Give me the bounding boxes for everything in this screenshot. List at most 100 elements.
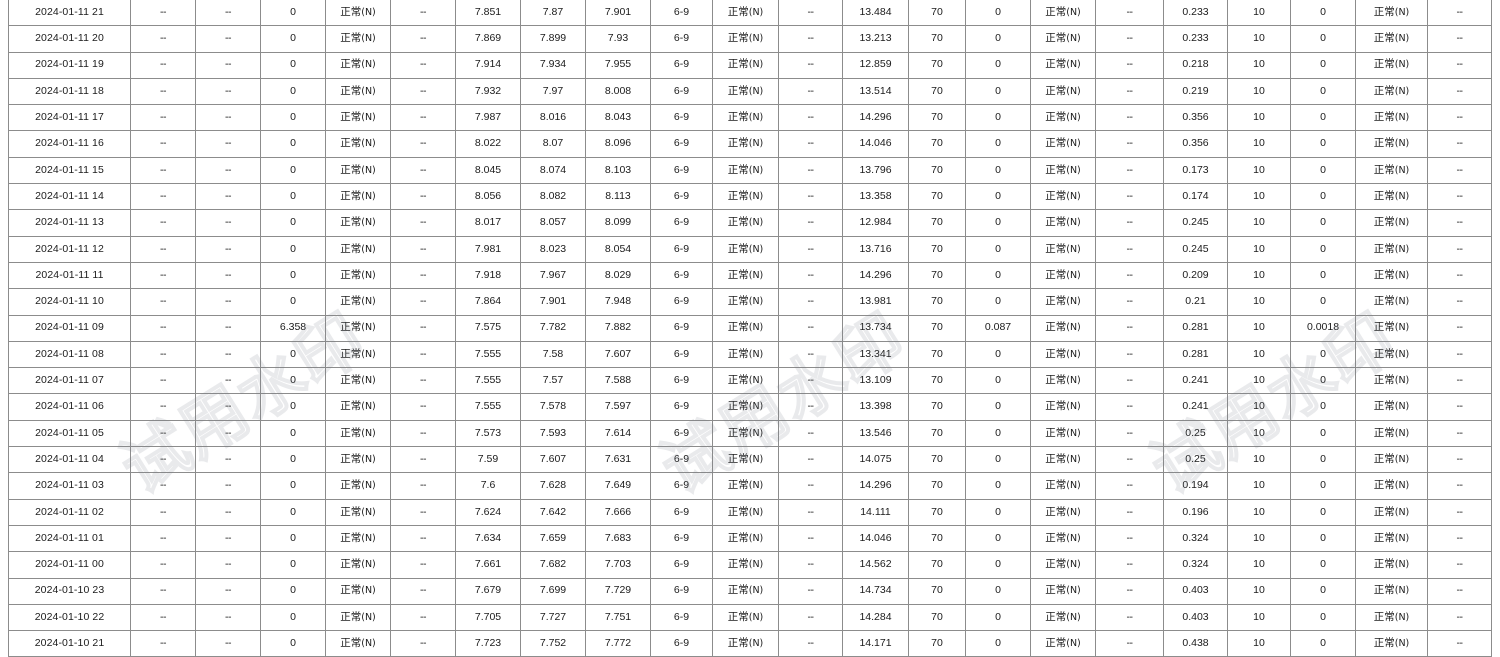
- status-badge: 正常(N): [1355, 603, 1428, 632]
- cell-col-22: --: [1427, 209, 1492, 237]
- cell-value-high: 7.729: [585, 577, 651, 605]
- cell-col-2: --: [130, 367, 196, 395]
- status-badge: 正常(N): [712, 104, 779, 132]
- cell-value-high: 7.93: [585, 25, 651, 53]
- cell-total: 13.109: [842, 367, 909, 395]
- cell-col-3: --: [195, 104, 261, 132]
- status-badge: 正常(N): [1355, 288, 1428, 316]
- cell-value-high: 8.113: [585, 183, 651, 211]
- cell-col-6: --: [390, 288, 456, 316]
- cell-col-2: --: [130, 156, 196, 185]
- cell-total: 14.734: [842, 577, 909, 605]
- cell-col-2: --: [130, 0, 196, 27]
- cell-col-6: --: [390, 25, 456, 53]
- cell-col-6: --: [390, 209, 456, 237]
- cell-col-12: --: [778, 314, 843, 342]
- table-row[interactable]: 2024-01-11 12 -- -- 0 正常(N) -- 7.981 8.023 8.054…: [8, 235, 1492, 263]
- table-row[interactable]: 2024-01-10 22 -- -- 0 正常(N) -- 7.705 7.727 7.751…: [8, 603, 1492, 632]
- table-row[interactable]: 2024-01-11 09 -- -- 6.358 正常(N) -- 7.575 7.782 7…: [8, 314, 1492, 342]
- cell-datetime: 2024-01-11 06: [8, 393, 131, 421]
- status-badge: 正常(N): [1030, 288, 1096, 316]
- table-row[interactable]: 2024-01-11 08 -- -- 0 正常(N) -- 7.555 7.58 7.607 6…: [8, 340, 1492, 369]
- table-row[interactable]: 2024-01-11 04 -- -- 0 正常(N) -- 7.59 7.607 7.631 6…: [8, 446, 1492, 474]
- table-row[interactable]: 2024-01-10 23 -- -- 0 正常(N) -- 7.679 7.699 7.729…: [8, 577, 1492, 605]
- cell-delta: 0: [965, 0, 1031, 27]
- cell-col-4: 0: [260, 551, 326, 579]
- status-badge: 正常(N): [1030, 314, 1096, 342]
- table-row[interactable]: 2024-01-11 17 -- -- 0 正常(N) -- 7.987 8.016 8.043…: [8, 104, 1492, 132]
- table-row[interactable]: 2024-01-11 21 -- -- 0 正常(N) -- 7.851 7.87 7.901 6…: [8, 0, 1492, 27]
- cell-limit: 10: [1227, 393, 1291, 421]
- cell-col-17: --: [1095, 603, 1164, 632]
- cell-col-12: --: [778, 630, 843, 657]
- table-row[interactable]: 2024-01-10 21 -- -- 0 正常(N) -- 7.723 7.752 7.772…: [8, 630, 1492, 657]
- cell-value-mid: 7.659: [520, 524, 586, 553]
- cell-col-3: --: [195, 261, 261, 290]
- status-badge: 正常(N): [712, 77, 779, 106]
- status-badge: 正常(N): [1355, 314, 1428, 342]
- cell-delta: 0: [965, 524, 1031, 553]
- cell-col-4: 0: [260, 25, 326, 53]
- cell-value-high: 7.683: [585, 524, 651, 553]
- table-row[interactable]: 2024-01-11 20 -- -- 0 正常(N) -- 7.869 7.899 7.93 6…: [8, 25, 1492, 53]
- cell-col-3: --: [195, 577, 261, 605]
- status-badge: 正常(N): [325, 0, 391, 27]
- status-badge: 正常(N): [1355, 393, 1428, 421]
- table-row[interactable]: 2024-01-11 18 -- -- 0 正常(N) -- 7.932 7.97 8.008 6…: [8, 77, 1492, 106]
- table-row[interactable]: 2024-01-11 07 -- -- 0 正常(N) -- 7.555 7.57 7.588 6…: [8, 367, 1492, 395]
- cell-rate: 0.324: [1163, 524, 1228, 553]
- cell-delta: 0: [965, 183, 1031, 211]
- cell-col-17: --: [1095, 0, 1164, 27]
- cell-range: 6-9: [650, 77, 713, 106]
- cell-col-3: --: [195, 77, 261, 106]
- cell-col-22: --: [1427, 367, 1492, 395]
- table-row[interactable]: 2024-01-11 14 -- -- 0 正常(N) -- 8.056 8.082 8.113…: [8, 183, 1492, 211]
- table-row[interactable]: 2024-01-11 10 -- -- 0 正常(N) -- 7.864 7.901 7.948…: [8, 288, 1492, 316]
- status-badge: 正常(N): [325, 367, 391, 395]
- cell-col-6: --: [390, 261, 456, 290]
- cell-col-4: 0: [260, 209, 326, 237]
- cell-col-12: --: [778, 577, 843, 605]
- cell-delta: 0: [965, 551, 1031, 579]
- table-row[interactable]: 2024-01-11 13 -- -- 0 正常(N) -- 8.017 8.057 8.099…: [8, 209, 1492, 237]
- cell-col-17: --: [1095, 498, 1164, 526]
- cell-threshold: 70: [908, 577, 966, 605]
- cell-col-17: --: [1095, 288, 1164, 316]
- status-badge: 正常(N): [712, 446, 779, 474]
- cell-datetime: 2024-01-11 19: [8, 51, 131, 79]
- cell-col-6: --: [390, 367, 456, 395]
- status-badge: 正常(N): [1030, 524, 1096, 553]
- cell-col-12: --: [778, 524, 843, 553]
- cell-col-22: --: [1427, 77, 1492, 106]
- table-row[interactable]: 2024-01-11 01 -- -- 0 正常(N) -- 7.634 7.659 7.683…: [8, 524, 1492, 553]
- table-row[interactable]: 2024-01-11 11 -- -- 0 正常(N) -- 7.918 7.967 8.029…: [8, 261, 1492, 290]
- table-row[interactable]: 2024-01-11 05 -- -- 0 正常(N) -- 7.573 7.593 7.614…: [8, 419, 1492, 448]
- status-badge: 正常(N): [1355, 183, 1428, 211]
- cell-delta: 0: [965, 156, 1031, 185]
- cell-rate: 0.196: [1163, 498, 1228, 526]
- status-badge: 正常(N): [712, 25, 779, 53]
- cell-col-4: 0: [260, 0, 326, 27]
- cell-col-4: 0: [260, 340, 326, 369]
- cell-col-4: 0: [260, 156, 326, 185]
- table-row[interactable]: 2024-01-11 19 -- -- 0 正常(N) -- 7.914 7.934 7.955…: [8, 51, 1492, 79]
- cell-col-12: --: [778, 156, 843, 185]
- cell-delta: 0.087: [965, 314, 1031, 342]
- cell-value-mid: 7.87: [520, 0, 586, 27]
- status-badge: 正常(N): [325, 156, 391, 185]
- cell-col-6: --: [390, 446, 456, 474]
- cell-range: 6-9: [650, 104, 713, 132]
- cell-col-2: --: [130, 577, 196, 605]
- status-badge: 正常(N): [1355, 130, 1428, 158]
- cell-value-low: 7.981: [455, 235, 521, 263]
- cell-rate: 0.21: [1163, 288, 1228, 316]
- table-row[interactable]: 2024-01-11 00 -- -- 0 正常(N) -- 7.661 7.682 7.703…: [8, 551, 1492, 579]
- table-row[interactable]: 2024-01-11 02 -- -- 0 正常(N) -- 7.624 7.642 7.666…: [8, 498, 1492, 526]
- status-badge: 正常(N): [325, 25, 391, 53]
- table-row[interactable]: 2024-01-11 03 -- -- 0 正常(N) -- 7.6 7.628 7.649 6-…: [8, 472, 1492, 500]
- table-row[interactable]: 2024-01-11 06 -- -- 0 正常(N) -- 7.555 7.578 7.597…: [8, 393, 1492, 421]
- table-row[interactable]: 2024-01-11 16 -- -- 0 正常(N) -- 8.022 8.07 8.096 6…: [8, 130, 1492, 158]
- cell-offset: 0: [1290, 524, 1356, 553]
- table-row[interactable]: 2024-01-11 15 -- -- 0 正常(N) -- 8.045 8.074 8.103…: [8, 156, 1492, 185]
